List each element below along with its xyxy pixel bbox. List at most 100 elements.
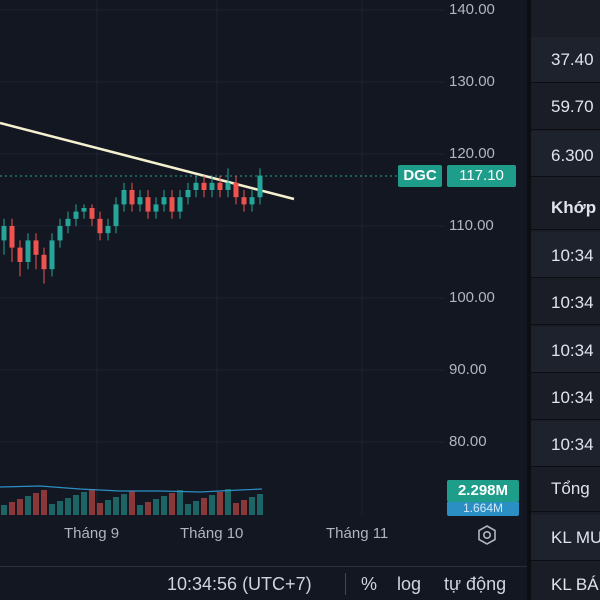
- candle-body: [9, 226, 15, 248]
- volume-bar: [65, 498, 71, 515]
- candlestick-chart[interactable]: [0, 0, 527, 600]
- log-scale-toggle[interactable]: log: [397, 574, 422, 594]
- volume-bar: [105, 500, 111, 515]
- volume-bar: [57, 501, 63, 515]
- candle-body: [121, 190, 127, 205]
- volume-ma-line: [0, 485, 263, 493]
- candles: [1, 168, 263, 284]
- time-axis-label: Tháng 9: [64, 525, 120, 542]
- volume-avg-tag: 1.664M: [447, 502, 519, 516]
- summary-row: KL BÁ: [531, 562, 600, 600]
- volume-bar: [33, 493, 39, 515]
- candle-body: [217, 182, 223, 190]
- price-axis-label: 80.00: [449, 433, 487, 450]
- candle-body: [225, 182, 231, 190]
- info-row: 59.70: [531, 84, 600, 130]
- candle-body: [137, 197, 143, 205]
- trade-row[interactable]: 10:34: [531, 232, 600, 278]
- volume-bar: [89, 489, 95, 515]
- candle-body: [153, 204, 159, 212]
- last-price-tag: 117.10: [447, 165, 516, 187]
- candle-body: [65, 218, 71, 226]
- price-axis-label: 90.00: [449, 361, 487, 378]
- volume-bar: [225, 489, 231, 515]
- candle-body: [49, 240, 55, 270]
- volume-bar: [249, 497, 255, 515]
- candle-body: [201, 182, 207, 190]
- summary-row: Tổng: [531, 466, 600, 512]
- info-value: 59.70: [551, 97, 594, 116]
- volume-bar: [17, 499, 23, 515]
- price-axis-label: 110.00: [449, 217, 494, 234]
- trade-time: 10:34: [551, 246, 594, 265]
- volume-bar: [41, 490, 47, 515]
- volume-bar: [137, 505, 143, 515]
- time-axis-label: Tháng 11: [326, 525, 389, 542]
- volume-bar: [169, 493, 175, 515]
- info-row: 37.40: [531, 37, 600, 83]
- summary-label: KL BÁ: [551, 575, 599, 594]
- volume-bar: [1, 505, 7, 515]
- trade-row[interactable]: 10:34: [531, 374, 600, 420]
- volume-bar: [177, 490, 183, 515]
- trade-time: 10:34: [551, 341, 594, 360]
- volume-bar: [73, 495, 79, 515]
- divider: [345, 573, 346, 595]
- info-row: 6.300: [531, 131, 600, 177]
- trade-row[interactable]: 10:34: [531, 327, 600, 373]
- auto-scale-toggle[interactable]: tự động: [444, 574, 507, 594]
- info-value: 37.40: [551, 50, 594, 69]
- volume-bar: [161, 496, 167, 515]
- trendline: [0, 121, 295, 201]
- candle-body: [257, 175, 263, 198]
- volume-bar: [81, 492, 87, 515]
- chart-bottom-bar: 10:34:56 (UTC+7) % log tự động: [0, 566, 527, 600]
- volume-bar: [201, 498, 207, 515]
- trade-time: 10:34: [551, 388, 594, 407]
- trade-row[interactable]: 10:34: [531, 421, 600, 467]
- candle-body: [33, 240, 39, 255]
- candle-body: [105, 226, 111, 234]
- candle-body: [145, 197, 151, 212]
- volume-bar: [49, 504, 55, 515]
- matched-header: Khớp: [551, 198, 597, 217]
- volume-bar: [257, 494, 263, 515]
- volume-bar: [129, 491, 135, 515]
- percent-scale-toggle[interactable]: %: [361, 574, 378, 594]
- candle-body: [249, 197, 255, 205]
- candle-body: [161, 197, 167, 205]
- trade-row[interactable]: 10:34: [531, 279, 600, 325]
- settings-gear-icon[interactable]: [476, 524, 498, 546]
- price-axis-label: 120.00: [449, 145, 495, 162]
- volume-bar: [97, 503, 103, 515]
- volume-bar: [145, 502, 151, 515]
- candle-body: [57, 226, 63, 241]
- volume-bar: [121, 494, 127, 515]
- price-axis-label: 140.00: [449, 1, 495, 18]
- volume-bar: [217, 492, 223, 515]
- volume-bar: [241, 500, 247, 515]
- candle-body: [185, 190, 191, 198]
- candle-body: [73, 211, 79, 219]
- volume-bar: [113, 497, 119, 515]
- candle-body: [89, 208, 95, 219]
- symbol-tag: DGC: [398, 165, 442, 187]
- order-info-panel: 37.40 59.70 6.300 Khớp 10:34 10:34 10:34…: [527, 0, 600, 600]
- trade-time: 10:34: [551, 435, 594, 454]
- summary-row: KL MU: [531, 515, 600, 561]
- volume-tag: 2.298M: [447, 480, 519, 502]
- candle-body: [17, 247, 23, 262]
- volume-bar: [209, 495, 215, 515]
- trade-time: 10:34: [551, 293, 594, 312]
- candle-body: [81, 208, 87, 212]
- volume-bars: [1, 489, 263, 515]
- candle-body: [25, 240, 31, 262]
- candle-body: [177, 197, 183, 212]
- candle-body: [97, 218, 103, 234]
- matched-header-row: Khớp: [531, 184, 600, 230]
- volume-bar: [25, 496, 31, 515]
- chart-panel[interactable]: 140.00 130.00 120.00 110.00 100.00 90.00…: [0, 0, 527, 600]
- candle-body: [193, 182, 199, 190]
- candle-body: [129, 190, 135, 205]
- candle-body: [169, 197, 175, 212]
